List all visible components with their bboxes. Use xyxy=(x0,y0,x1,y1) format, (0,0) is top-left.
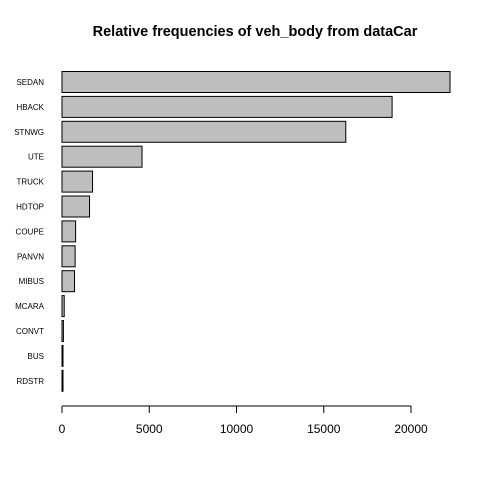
bar-truck xyxy=(61,170,94,193)
bar-rdstr xyxy=(61,369,64,392)
bar-hdtop xyxy=(61,195,91,218)
x-tick-label: 20000 xyxy=(394,422,428,436)
category-label: BUS xyxy=(28,352,44,361)
bars-group xyxy=(61,71,451,392)
x-tick-label: 10000 xyxy=(220,422,254,436)
category-label: COUPE xyxy=(16,227,44,236)
category-label: SEDAN xyxy=(16,78,44,87)
category-label: MCARA xyxy=(15,302,45,311)
bar-sedan xyxy=(61,71,451,93)
category-labels: SEDAN HBACK STNWG UTE TRUCK HDTOP COUPE PANVN MI… xyxy=(14,78,44,386)
bar-convt xyxy=(61,320,64,342)
category-label: STNWG xyxy=(14,128,44,137)
category-label: MIBUS xyxy=(19,277,44,286)
category-label: UTE xyxy=(28,153,44,162)
category-label: PANVN xyxy=(17,252,44,261)
chart-title: Relative frequencies of veh_body from da… xyxy=(93,24,418,40)
bar-stnwg xyxy=(61,120,347,143)
bar-hback xyxy=(61,95,393,118)
x-tick-label: 0 xyxy=(59,422,66,436)
bar-ute xyxy=(61,145,143,168)
x-tick-label: 5000 xyxy=(136,422,163,436)
category-label: CONVT xyxy=(16,327,44,336)
category-label: RDSTR xyxy=(16,377,44,386)
bar-mcara xyxy=(61,295,65,318)
x-tick-label: 15000 xyxy=(307,422,341,436)
bar-bus xyxy=(61,344,64,367)
category-label: HDTOP xyxy=(16,203,44,212)
bar-mibus xyxy=(61,270,76,293)
category-label: HBACK xyxy=(16,103,44,112)
category-label: TRUCK xyxy=(16,178,44,187)
bar-panvn xyxy=(61,245,76,268)
bar-coupe xyxy=(61,220,77,243)
x-axis: 0 5000 10000 15000 20000 xyxy=(59,405,428,436)
